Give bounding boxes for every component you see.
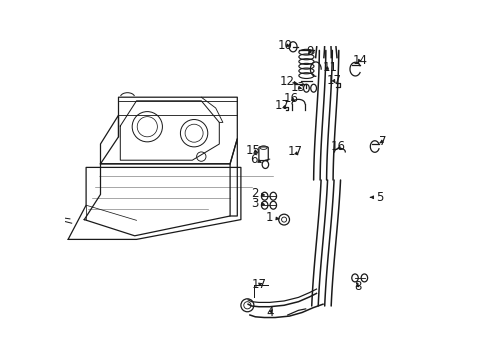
Text: 1: 1 <box>265 211 279 224</box>
Text: 14: 14 <box>351 54 366 67</box>
Text: 17: 17 <box>275 99 289 112</box>
Text: 17: 17 <box>325 74 341 87</box>
Text: 7: 7 <box>378 135 386 148</box>
Text: 4: 4 <box>266 306 274 319</box>
Text: 13: 13 <box>290 81 305 94</box>
Text: 9: 9 <box>306 45 313 58</box>
Text: 10: 10 <box>278 39 292 51</box>
Text: 2: 2 <box>250 187 264 200</box>
Text: 6: 6 <box>250 153 261 166</box>
Text: 11: 11 <box>322 61 337 74</box>
Text: 12: 12 <box>279 75 297 88</box>
Text: 17: 17 <box>287 145 302 158</box>
Text: 5: 5 <box>370 191 383 204</box>
Text: 15: 15 <box>245 144 260 157</box>
Text: 17: 17 <box>251 278 266 291</box>
Text: 3: 3 <box>250 197 264 210</box>
Text: 16: 16 <box>283 92 298 105</box>
Text: 16: 16 <box>330 140 345 153</box>
Text: 8: 8 <box>353 280 361 293</box>
